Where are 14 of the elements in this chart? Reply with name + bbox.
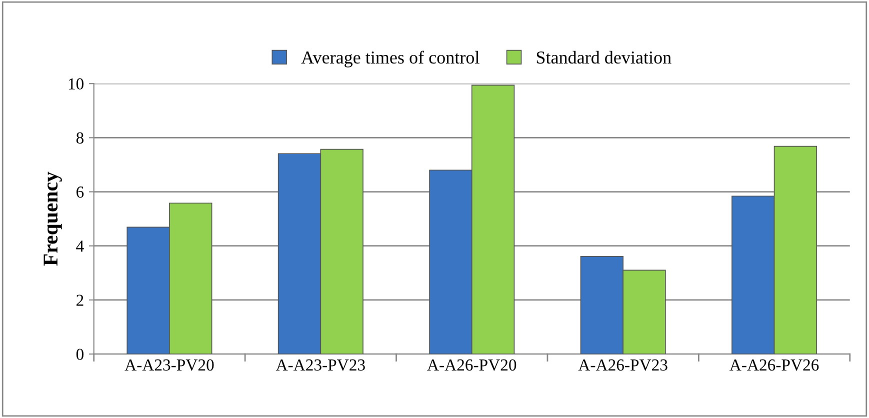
y-tick-label: 6 (76, 186, 84, 198)
y-tick-label: 4 (76, 240, 84, 252)
y-tick-label: 2 (76, 294, 84, 306)
x-tick-label: A-A26-PV20 (427, 359, 516, 371)
y-axis-title: Frequency (44, 172, 62, 266)
x-tick-label: A-A23-PV23 (276, 359, 365, 371)
x-tick-label: A-A26-PV26 (730, 359, 819, 371)
y-tick-label: 10 (68, 78, 84, 90)
legend-label: Average times of control (301, 50, 480, 68)
legend-label: Standard deviation (536, 50, 672, 64)
y-tick-label: 8 (76, 132, 84, 144)
x-tick-label: A-A23-PV20 (124, 359, 214, 371)
x-tick-label: A-A26-PV23 (578, 359, 668, 371)
y-tick-label: 0 (76, 348, 84, 360)
